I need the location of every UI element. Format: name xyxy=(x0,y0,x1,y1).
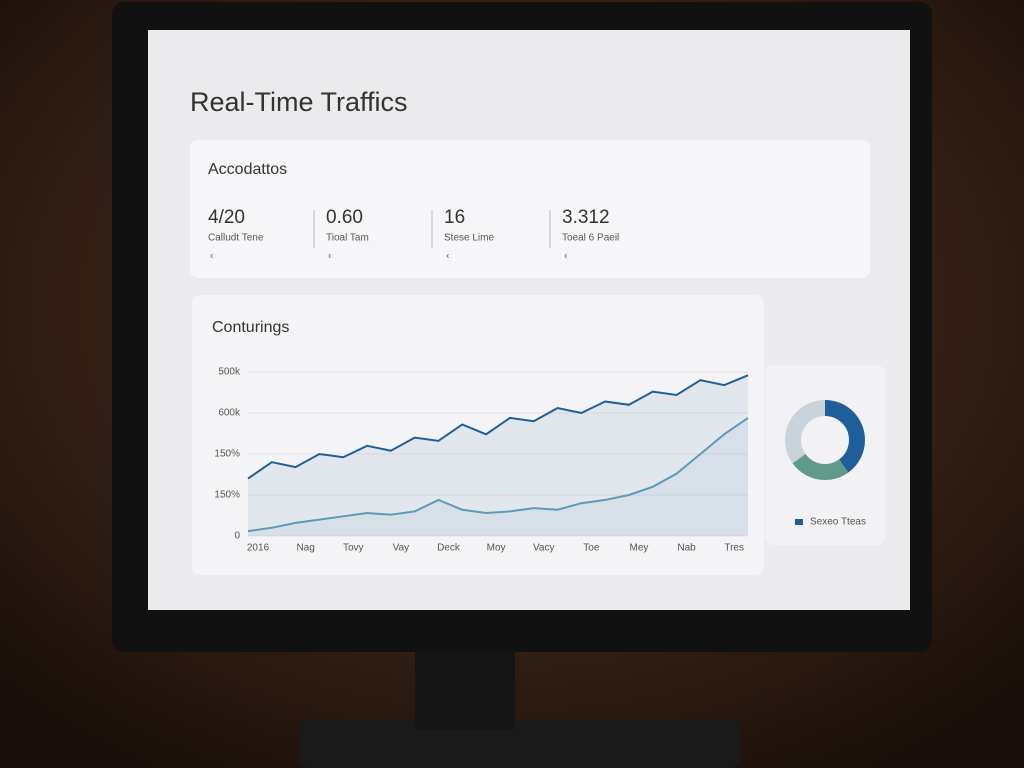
y-tick-label: 150% xyxy=(214,490,240,501)
stat-label: Stese Lime xyxy=(444,233,494,244)
x-tick-label: Vacy xyxy=(533,543,555,554)
x-tick-label: Tovy xyxy=(343,543,364,554)
y-tick-label: 150% xyxy=(214,449,240,460)
stat-value: 16 xyxy=(444,207,465,228)
stat-arrow: ‹ xyxy=(210,251,213,262)
stats-card xyxy=(190,140,870,278)
chart-title: Conturings xyxy=(212,319,289,336)
donut-card xyxy=(765,365,885,545)
stat-value: 3.312 xyxy=(562,207,610,228)
y-tick-label: 0 xyxy=(234,531,240,542)
legend-swatch xyxy=(795,519,803,525)
x-tick-label: Tres xyxy=(724,543,744,554)
stat-value: 4/20 xyxy=(208,207,245,228)
stand-base xyxy=(300,720,740,768)
x-tick-label: Deck xyxy=(437,543,461,554)
legend-label: Sexeo Tteas xyxy=(810,517,866,528)
stat-value: 0.60 xyxy=(326,207,363,228)
donut-segment xyxy=(785,400,865,480)
page-title: Real-Time Traffics xyxy=(190,87,408,117)
area xyxy=(248,417,748,536)
stats-title: Accodattos xyxy=(208,161,287,178)
y-tick-label: 600k xyxy=(218,408,241,419)
x-tick-label: Moy xyxy=(487,543,506,554)
line xyxy=(247,417,749,533)
x-tick-label: Mey xyxy=(629,543,648,554)
x-tick-label: Nab xyxy=(677,543,696,554)
stat-label: Calludt Tene xyxy=(208,233,264,244)
line xyxy=(247,374,749,480)
donut-segment xyxy=(785,400,865,480)
stat-arrow: ‹ xyxy=(446,251,449,262)
y-tick-label: 500k xyxy=(218,367,241,378)
stat-label: Toeal 6 Paeil xyxy=(562,233,619,244)
x-tick-label: 2016 xyxy=(247,543,270,554)
x-tick-label: Nag xyxy=(296,543,314,554)
stat-arrow: ‹ xyxy=(564,251,567,262)
stat-label: Tioal Tam xyxy=(326,233,369,244)
chart-card xyxy=(192,295,764,575)
x-tick-label: Toe xyxy=(583,543,600,554)
x-tick-label: Vay xyxy=(393,543,410,554)
stat-arrow: ‹ xyxy=(328,251,331,262)
